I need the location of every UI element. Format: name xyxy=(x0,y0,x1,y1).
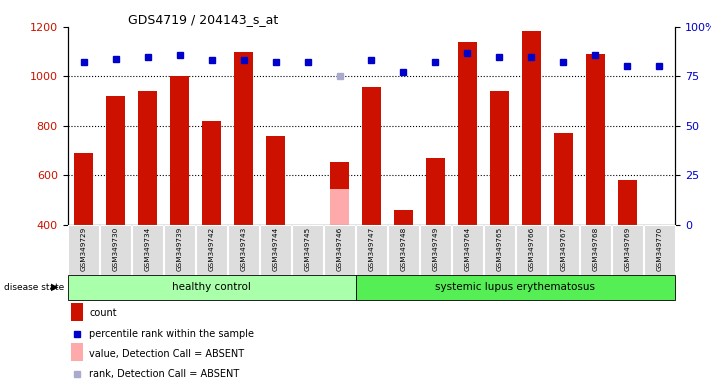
Text: GSM349743: GSM349743 xyxy=(240,227,247,271)
Text: systemic lupus erythematosus: systemic lupus erythematosus xyxy=(435,282,596,292)
Bar xyxy=(106,96,125,225)
Bar xyxy=(330,162,349,225)
Bar xyxy=(71,303,82,321)
Bar xyxy=(484,225,515,275)
Bar xyxy=(516,225,547,275)
Bar xyxy=(68,275,356,300)
Bar xyxy=(356,225,387,275)
Bar xyxy=(292,225,323,275)
Bar xyxy=(612,225,643,275)
Text: GSM349765: GSM349765 xyxy=(496,227,503,271)
Bar xyxy=(362,88,381,225)
Text: GSM349749: GSM349749 xyxy=(432,227,439,271)
Bar xyxy=(644,225,675,275)
Bar xyxy=(586,54,605,225)
Bar xyxy=(548,225,579,275)
Bar xyxy=(356,275,675,300)
Text: GSM349769: GSM349769 xyxy=(624,227,631,271)
Bar xyxy=(164,225,195,275)
Text: GSM349766: GSM349766 xyxy=(528,227,535,271)
Bar xyxy=(132,225,163,275)
Text: GSM349768: GSM349768 xyxy=(592,227,599,271)
Text: ▶: ▶ xyxy=(50,282,58,292)
Bar xyxy=(618,180,637,225)
Text: GSM349745: GSM349745 xyxy=(304,227,311,271)
Bar xyxy=(196,225,227,275)
Bar xyxy=(138,91,157,225)
Text: GSM349739: GSM349739 xyxy=(176,227,183,271)
Bar xyxy=(452,225,483,275)
Text: GSM349770: GSM349770 xyxy=(656,227,663,271)
Text: disease state: disease state xyxy=(4,283,64,291)
Bar xyxy=(458,42,477,225)
Text: healthy control: healthy control xyxy=(172,282,251,292)
Text: GSM349742: GSM349742 xyxy=(208,227,215,271)
Bar xyxy=(490,91,509,225)
Text: value, Detection Call = ABSENT: value, Detection Call = ABSENT xyxy=(90,349,245,359)
Text: rank, Detection Call = ABSENT: rank, Detection Call = ABSENT xyxy=(90,369,240,379)
Bar xyxy=(234,51,253,225)
Bar xyxy=(394,210,413,225)
Text: GSM349746: GSM349746 xyxy=(336,227,343,271)
Text: GSM349734: GSM349734 xyxy=(144,227,151,271)
Bar xyxy=(266,136,285,225)
Text: GSM349764: GSM349764 xyxy=(464,227,471,271)
Text: GSM349729: GSM349729 xyxy=(80,227,87,271)
Bar xyxy=(260,225,291,275)
Bar xyxy=(170,76,189,225)
Bar xyxy=(202,121,221,225)
Bar xyxy=(554,133,573,225)
Text: GDS4719 / 204143_s_at: GDS4719 / 204143_s_at xyxy=(128,13,279,26)
Text: percentile rank within the sample: percentile rank within the sample xyxy=(90,329,255,339)
Bar xyxy=(426,158,445,225)
Bar xyxy=(74,153,93,225)
Bar xyxy=(68,225,99,275)
Bar xyxy=(388,225,419,275)
Text: GSM349730: GSM349730 xyxy=(112,227,119,271)
Bar xyxy=(228,225,259,275)
Bar xyxy=(324,225,355,275)
Text: GSM349767: GSM349767 xyxy=(560,227,567,271)
Bar xyxy=(580,225,611,275)
Text: GSM349747: GSM349747 xyxy=(368,227,375,271)
Bar xyxy=(71,343,82,361)
Text: GSM349744: GSM349744 xyxy=(272,227,279,271)
Bar xyxy=(330,189,349,225)
Text: GSM349748: GSM349748 xyxy=(400,227,407,271)
Bar xyxy=(100,225,131,275)
Bar xyxy=(420,225,451,275)
Bar xyxy=(522,31,541,225)
Text: count: count xyxy=(90,308,117,318)
